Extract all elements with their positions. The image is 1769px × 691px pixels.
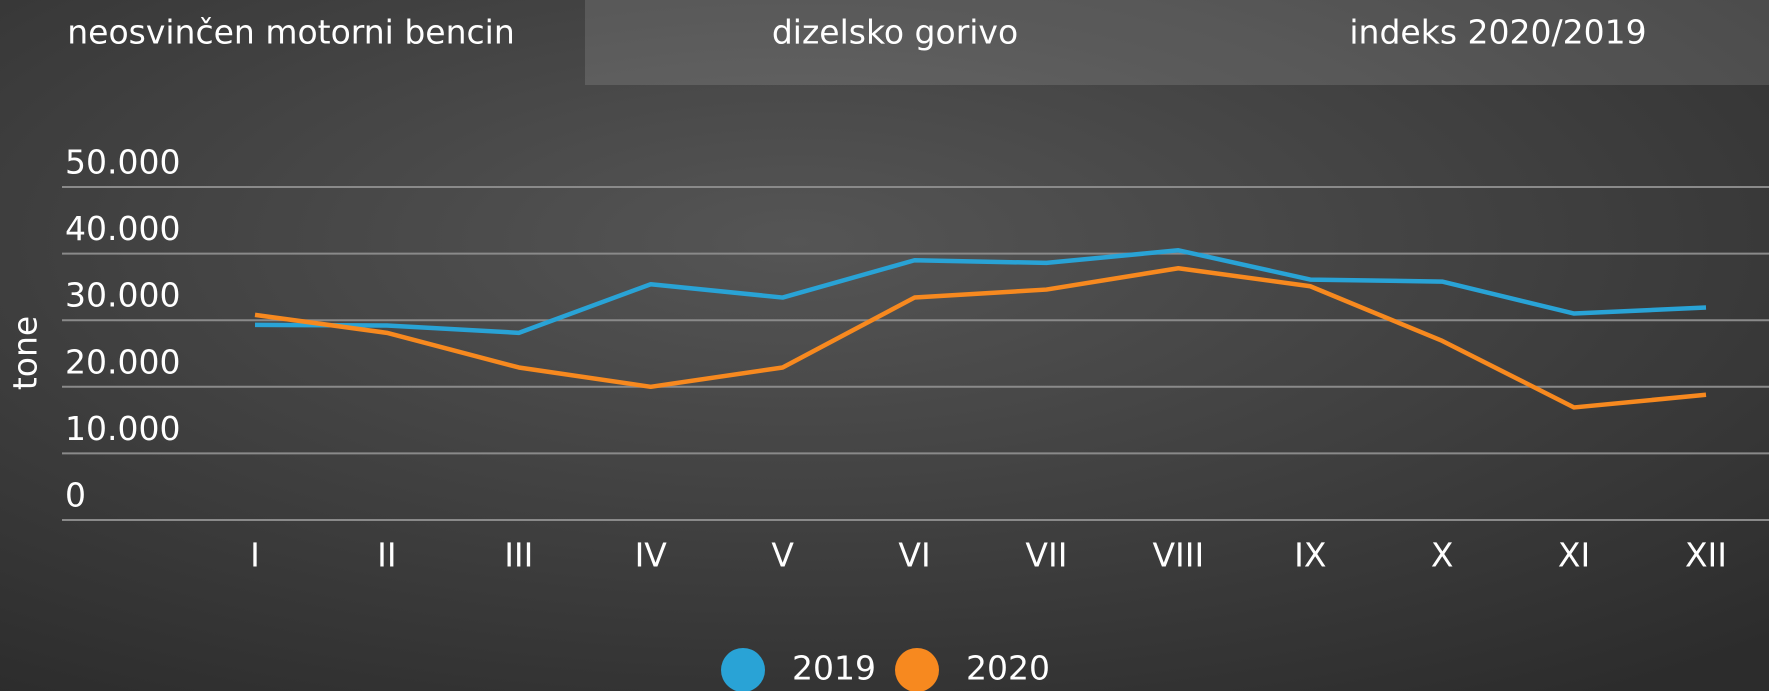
y-tick-label: 40.000 bbox=[65, 209, 180, 248]
x-tick-label: I bbox=[250, 536, 260, 575]
y-tick-label: 10.000 bbox=[65, 409, 180, 448]
x-tick-label: XI bbox=[1558, 536, 1590, 575]
y-tick-label: 50.000 bbox=[65, 143, 180, 182]
x-tick-label: VI bbox=[898, 536, 930, 575]
legend-marker bbox=[895, 648, 939, 691]
tab[interactable]: neosvinčen motorni bencin bbox=[67, 13, 514, 52]
legend-label: 2020 bbox=[966, 649, 1050, 688]
line-series bbox=[254, 266, 1707, 410]
x-tick-label: X bbox=[1431, 536, 1454, 575]
x-tick-label: VIII bbox=[1152, 536, 1204, 575]
legend-label: 2019 bbox=[792, 649, 876, 688]
tab-background bbox=[585, 0, 1769, 85]
x-tick-label: VII bbox=[1025, 536, 1067, 575]
x-tick-label: XII bbox=[1685, 536, 1727, 575]
tab[interactable]: dizelsko gorivo bbox=[772, 13, 1018, 52]
y-tick-label: 20.000 bbox=[65, 342, 180, 381]
y-tick-label: 30.000 bbox=[65, 276, 180, 315]
x-tick-label: IX bbox=[1294, 536, 1326, 575]
tab[interactable]: indeks 2020/2019 bbox=[1349, 13, 1646, 52]
x-tick-label: IV bbox=[635, 536, 668, 575]
y-axis-label: tone bbox=[6, 316, 45, 390]
legend-marker bbox=[721, 648, 765, 691]
x-tick-label: III bbox=[504, 536, 533, 575]
line-series bbox=[254, 248, 1707, 336]
x-tick-label: V bbox=[771, 536, 794, 575]
y-tick-label: 0 bbox=[65, 476, 86, 515]
x-tick-label: II bbox=[377, 536, 396, 575]
